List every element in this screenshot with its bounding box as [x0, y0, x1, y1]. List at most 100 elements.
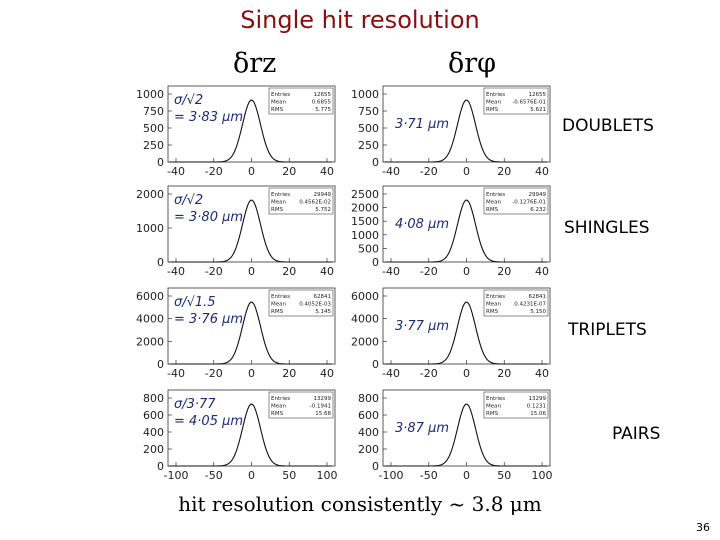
stats-key: Entries	[486, 192, 505, 198]
stats-value: -0.1276E-01	[512, 200, 546, 206]
note-line: σ/√2	[174, 193, 204, 208]
y-tick-label: 0	[157, 460, 164, 473]
x-tick-label: 0	[463, 165, 470, 178]
stats-value: -0.6576E-01	[512, 100, 546, 106]
histogram-rz-triplets: 0 2000 4000 6000 -40 -20 0 20 40 Entries 62841 Mean…	[130, 282, 345, 382]
stats-key: Mean	[486, 200, 501, 206]
y-tick-label: 500	[358, 242, 379, 255]
stats-value: 13299	[529, 396, 547, 402]
stats-key: RMS	[486, 107, 499, 113]
y-tick-label: 1000	[136, 88, 164, 101]
column-header-rphi: δrφ	[448, 48, 497, 79]
stats-value: 29949	[529, 192, 547, 198]
stats-key: Mean	[486, 404, 501, 410]
y-tick-label: 1000	[351, 229, 379, 242]
x-tick-label: -20	[205, 165, 223, 178]
y-tick-label: 500	[143, 122, 164, 135]
handwritten-resolution-note: σ/√2 = 3·80 μm	[174, 192, 243, 226]
stats-value: 15.68	[315, 411, 331, 417]
stats-key: Entries	[271, 192, 290, 198]
x-tick-label: 20	[282, 265, 296, 278]
x-tick-label: 0	[248, 265, 255, 278]
handwritten-resolution-note: σ/√1.5 = 3·76 μm	[174, 294, 243, 328]
stats-key: RMS	[486, 411, 499, 417]
stats-box	[268, 391, 334, 419]
residual-histogram-curve	[385, 403, 547, 467]
stats-key: Mean	[271, 200, 286, 206]
stats-value: 15.06	[530, 411, 546, 417]
y-tick-label: 4000	[351, 313, 379, 326]
histogram-svg: 0 2000 4000 6000 -40 -20 0 20 40 Entries 62841 Mean…	[351, 287, 551, 380]
y-tick-label: 600	[143, 409, 164, 422]
x-tick-label: 20	[282, 165, 296, 178]
histogram-svg: 0 200 400 600 800 -100 -50 0 50 100 Entries 13299 Me…	[358, 389, 553, 482]
stats-box	[483, 187, 549, 215]
x-tick-label: -40	[167, 265, 185, 278]
handwritten-resolution-note: σ/3·77 = 4·05 μm	[174, 396, 243, 430]
stats-value: 5.150	[530, 309, 546, 315]
stats-value: 5.145	[315, 309, 331, 315]
column-header-rz: δrz	[233, 48, 277, 79]
y-tick-label: 2500	[351, 188, 379, 201]
x-tick-label: -100	[164, 469, 189, 482]
x-tick-label: 20	[282, 367, 296, 380]
x-tick-label: -20	[420, 165, 438, 178]
note-line: = 3·80 μm	[174, 210, 244, 225]
stats-box	[268, 87, 334, 115]
y-tick-label: 400	[143, 426, 164, 439]
y-tick-label: 200	[143, 443, 164, 456]
stats-key: Mean	[486, 100, 501, 106]
handwritten-resolution-note: 3·77 μm	[395, 318, 449, 335]
x-tick-label: -20	[205, 367, 223, 380]
y-tick-label: 200	[358, 443, 379, 456]
x-tick-label: 0	[463, 367, 470, 380]
y-tick-label: 250	[143, 139, 164, 152]
y-tick-label: 6000	[351, 290, 379, 303]
histogram-svg: 0 250 500 750 1000 -40 -20 0 20 40 Entries 12655 Mea…	[136, 85, 336, 178]
stats-box	[483, 87, 549, 115]
stats-value: 13299	[314, 396, 332, 402]
row-label-pairs: PAIRS	[612, 424, 661, 444]
stats-key: Entries	[486, 294, 505, 300]
x-tick-label: 100	[317, 469, 338, 482]
y-tick-label: 1000	[351, 88, 379, 101]
histogram-rphi-doublets: 0 250 500 750 1000 -40 -20 0 20 40 Entries 12655 Mea…	[345, 80, 560, 180]
note-line: σ/√2	[174, 93, 204, 108]
residual-histogram-curve	[385, 301, 547, 365]
y-tick-label: 750	[143, 105, 164, 118]
stats-key: Mean	[271, 302, 286, 308]
x-tick-label: -40	[382, 265, 400, 278]
x-tick-label: -40	[382, 165, 400, 178]
y-tick-label: 2000	[136, 335, 164, 348]
stats-box	[268, 289, 334, 317]
x-tick-label: 0	[463, 265, 470, 278]
histogram-rz-doublets: 0 250 500 750 1000 -40 -20 0 20 40 Entries 12655 Mea…	[130, 80, 345, 180]
note-line: σ/3·77	[174, 397, 216, 412]
stats-value: 12655	[314, 92, 332, 98]
residual-histogram-curve	[170, 99, 332, 163]
stats-value: 0.4052E-03	[299, 302, 331, 308]
histogram-svg: 0 1000 2000 -40 -20 0 20 40 Entries 29949 Mean 0.45…	[136, 185, 336, 278]
histogram-svg: 0 2000 4000 6000 -40 -20 0 20 40 Entries 62841 Mean…	[136, 287, 336, 380]
y-tick-label: 1500	[351, 215, 379, 228]
residual-histogram-curve	[385, 99, 547, 163]
residual-histogram-curve	[385, 199, 547, 263]
stats-box	[483, 289, 549, 317]
x-tick-label: -50	[205, 469, 223, 482]
x-tick-label: -20	[420, 265, 438, 278]
y-tick-label: 1000	[136, 222, 164, 235]
stats-key: RMS	[271, 207, 284, 213]
slide-title: Single hit resolution	[240, 6, 480, 34]
stats-value: 5.621	[530, 107, 546, 113]
x-tick-label: 100	[532, 469, 553, 482]
note-line: σ/√1.5	[174, 295, 216, 310]
summary-footer: hit resolution consistently ~ 3.8 μm	[178, 492, 542, 516]
x-tick-label: 50	[282, 469, 296, 482]
stats-value: 0.1231	[527, 404, 546, 410]
stats-value: 0.6855	[312, 100, 332, 106]
row-label-doublets: DOUBLETS	[562, 116, 654, 136]
note-line: 3·77 μm	[395, 319, 450, 334]
x-tick-label: -40	[382, 367, 400, 380]
residual-histogram-curve	[170, 301, 332, 365]
stats-value: 6.232	[530, 207, 546, 213]
